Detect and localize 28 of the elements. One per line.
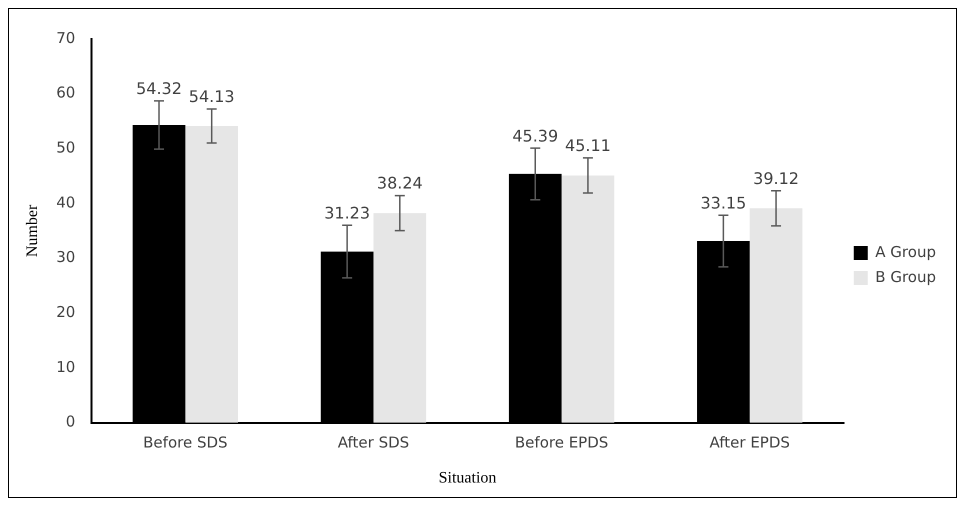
y-tick-label: 40 (56, 193, 76, 212)
bar (373, 213, 426, 423)
y-axis-title: Number (24, 204, 41, 258)
data-label: 45.39 (512, 126, 558, 146)
bar (562, 175, 614, 423)
y-tick-label: 30 (56, 248, 76, 266)
data-label: 54.32 (136, 79, 182, 98)
data-label: 39.12 (753, 168, 799, 188)
y-tick-label: 10 (56, 358, 76, 376)
x-tick-label: Before SDS (143, 434, 228, 452)
data-label: 45.11 (565, 136, 611, 156)
bar (185, 126, 238, 423)
data-label: 54.13 (188, 87, 235, 106)
legend-label: A Group (875, 242, 936, 261)
y-tick-label: 70 (56, 28, 76, 47)
y-tick-label: 50 (56, 138, 76, 157)
bar (750, 208, 802, 423)
legend-label: B Group (875, 268, 936, 286)
data-label: 31.23 (324, 203, 370, 222)
data-label: 38.24 (376, 174, 423, 193)
y-tick-label: 20 (56, 303, 76, 322)
x-tick-label: After SDS (338, 434, 410, 452)
y-tick-label: 0 (66, 412, 76, 431)
x-tick-label: Before EPDS (514, 434, 608, 452)
x-tick-label: After EPDS (710, 434, 790, 452)
x-axis-title: Situation (438, 470, 496, 487)
data-label: 33.15 (700, 193, 746, 212)
y-tick-label: 60 (56, 84, 76, 102)
